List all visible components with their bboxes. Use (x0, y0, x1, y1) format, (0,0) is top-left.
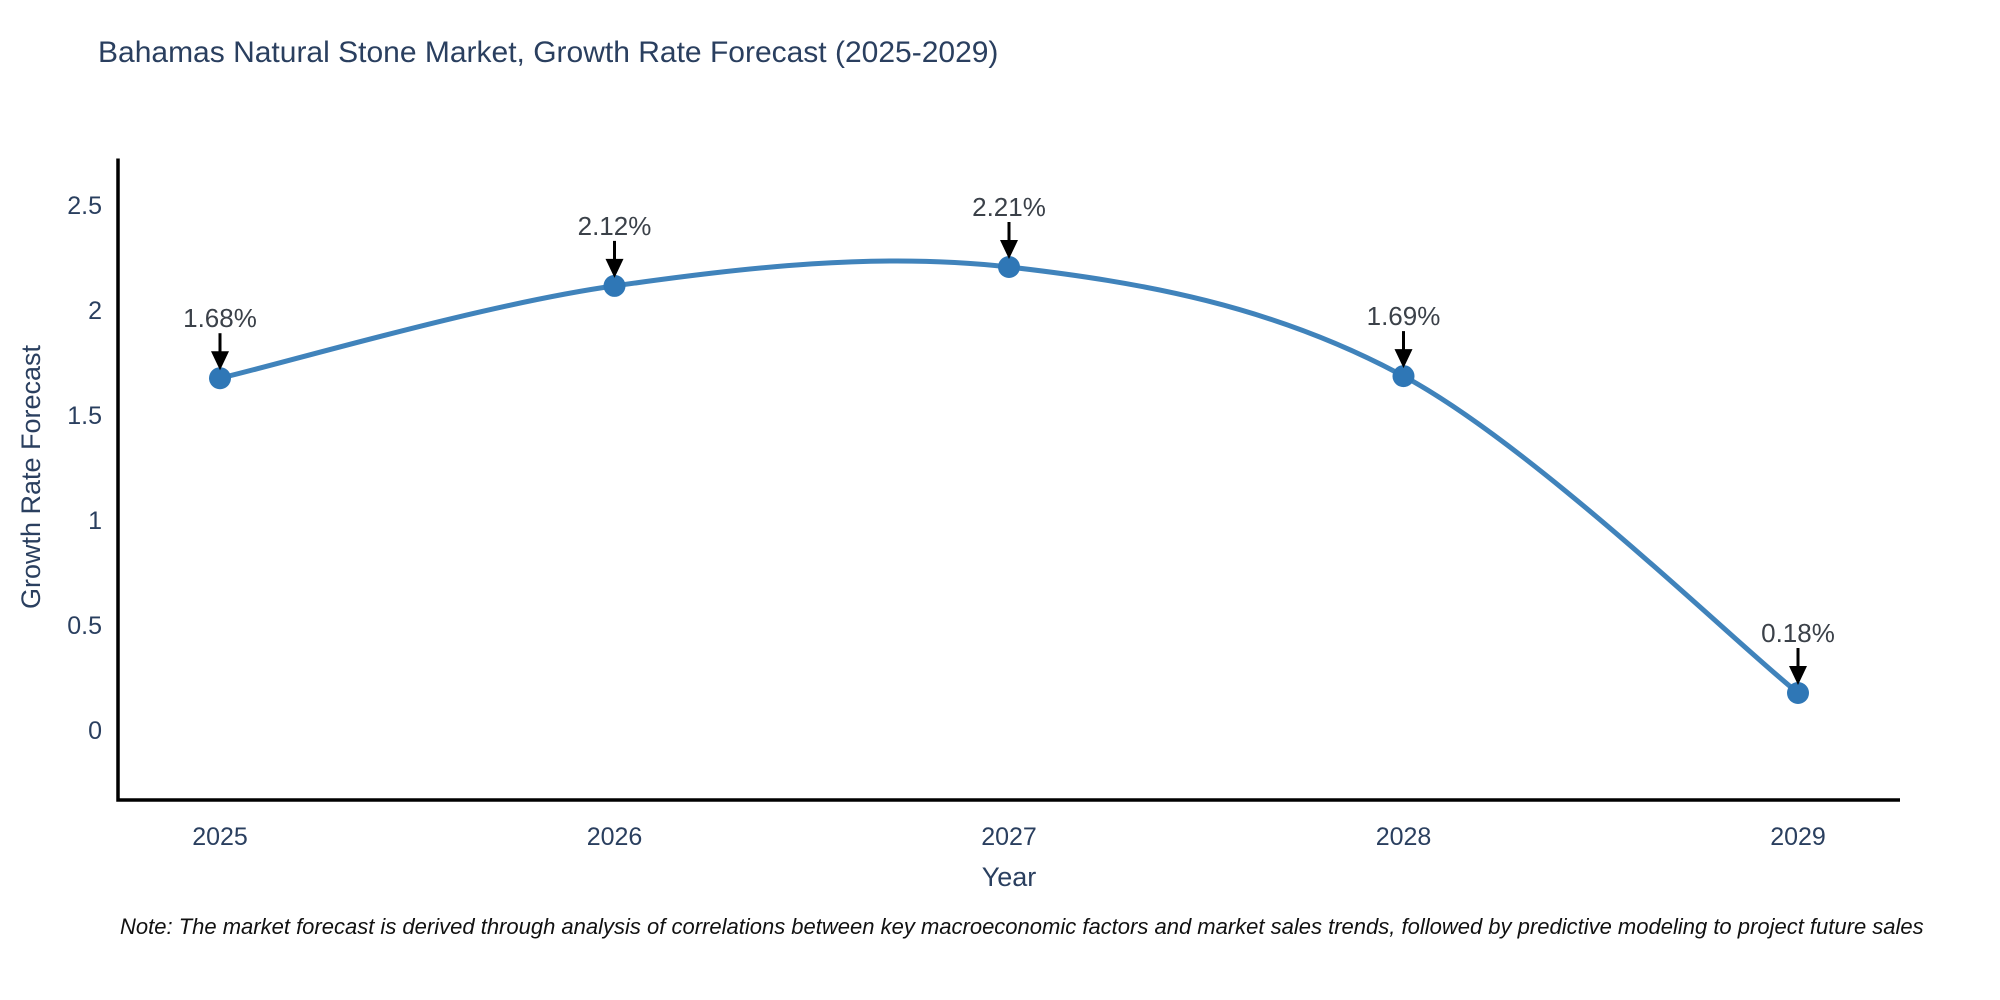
annotation-arrowhead (1789, 666, 1807, 685)
annotation-arrowhead (1394, 349, 1413, 369)
x-axis-title: Year (981, 862, 1037, 892)
y-tick-label: 1 (88, 506, 102, 535)
y-tick-label: 2 (88, 297, 102, 326)
point-value-label: 2.12% (577, 210, 652, 241)
data-point-marker[interactable] (1392, 365, 1415, 388)
point-value-label: 0.18% (1761, 617, 1835, 648)
y-axis-title: Growth Rate Forecast (16, 344, 46, 610)
forecast-line (217, 258, 1801, 696)
annotation-arrowhead (605, 258, 624, 278)
footnote-text: Note: The market forecast is derived thr… (120, 914, 1924, 939)
data-point-marker[interactable] (998, 256, 1020, 278)
y-tick-label: 0 (88, 716, 102, 745)
y-tick-label: 0.5 (67, 611, 102, 640)
data-point-marker[interactable] (209, 367, 231, 390)
chart-title: Bahamas Natural Stone Market, Growth Rat… (98, 36, 999, 69)
y-tick-label: 1.5 (67, 402, 102, 430)
point-value-label: 1.68% (183, 303, 257, 334)
x-tick-label: 2029 (1770, 823, 1826, 851)
data-point-marker[interactable] (1787, 682, 1809, 704)
point-value-label: 2.21% (972, 192, 1046, 223)
x-tick-label: 2027 (981, 823, 1037, 851)
x-tick-label: 2028 (1375, 823, 1432, 851)
point-value-label: 1.69% (1366, 301, 1441, 332)
x-tick-label: 2025 (192, 823, 248, 851)
axis-lines (116, 158, 1900, 802)
x-tick-label: 2026 (586, 823, 643, 851)
data-point-marker[interactable] (603, 274, 626, 297)
y-tick-label: 2.5 (67, 192, 102, 221)
annotation-arrowhead (1000, 240, 1018, 259)
annotation-arrowhead (211, 351, 229, 371)
